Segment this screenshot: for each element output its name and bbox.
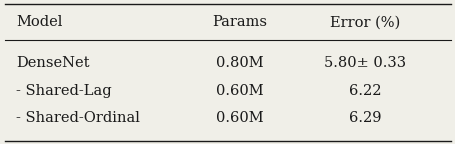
Text: 0.80M: 0.80M bbox=[215, 56, 263, 70]
Text: 0.60M: 0.60M bbox=[215, 111, 263, 125]
Text: 0.60M: 0.60M bbox=[215, 84, 263, 98]
Text: Params: Params bbox=[212, 15, 266, 29]
Text: 5.80± 0.33: 5.80± 0.33 bbox=[323, 56, 405, 70]
Text: Model: Model bbox=[16, 15, 62, 29]
Text: DenseNet: DenseNet bbox=[16, 56, 89, 70]
Text: 6.22: 6.22 bbox=[348, 84, 380, 98]
Text: - Shared-Lag: - Shared-Lag bbox=[16, 84, 111, 98]
Text: 6.29: 6.29 bbox=[348, 111, 380, 125]
Text: - Shared-Ordinal: - Shared-Ordinal bbox=[16, 111, 140, 125]
Text: Error (%): Error (%) bbox=[329, 15, 399, 29]
